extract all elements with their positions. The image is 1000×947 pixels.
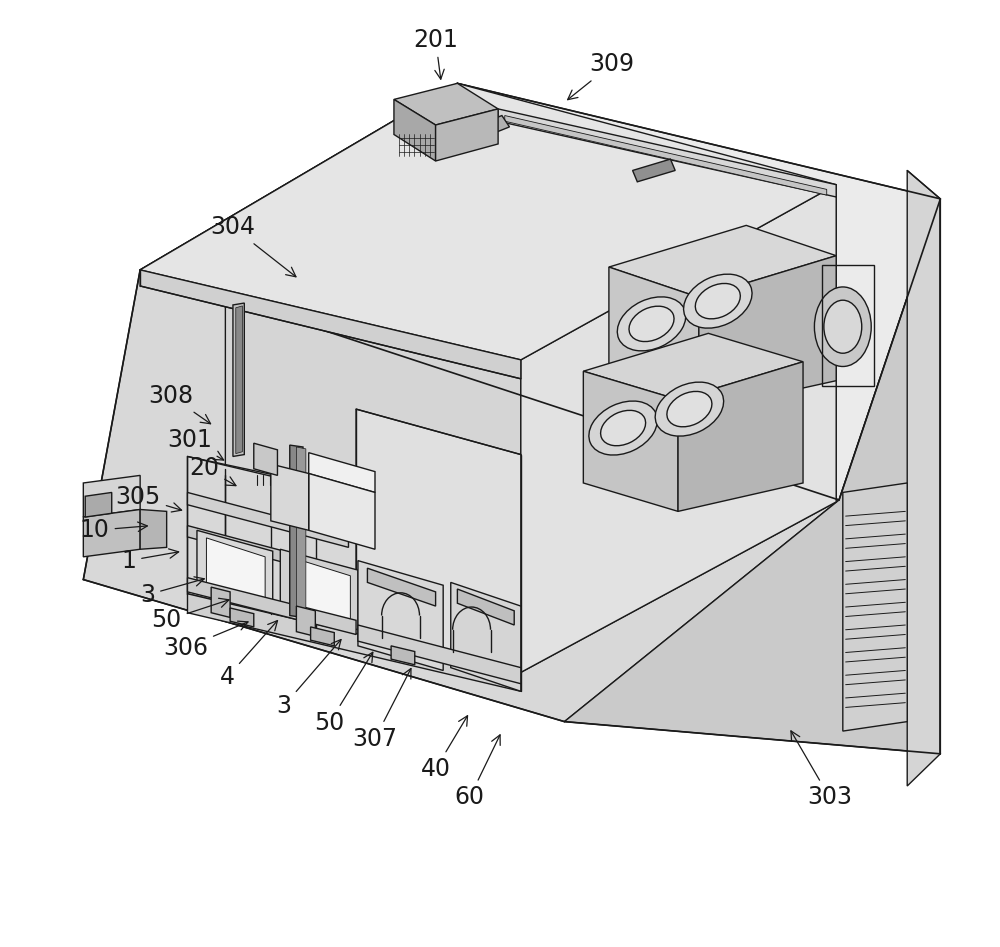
Text: 40: 40 <box>421 716 468 781</box>
Text: 306: 306 <box>163 621 248 660</box>
Polygon shape <box>311 627 334 646</box>
Text: 304: 304 <box>210 215 296 277</box>
Polygon shape <box>230 608 254 627</box>
Text: 4: 4 <box>220 620 278 689</box>
Text: 60: 60 <box>455 735 500 810</box>
Text: 1: 1 <box>121 548 179 573</box>
Polygon shape <box>498 109 836 197</box>
Polygon shape <box>521 185 836 672</box>
Polygon shape <box>678 362 803 511</box>
Text: 3: 3 <box>140 577 204 607</box>
Polygon shape <box>583 333 803 400</box>
Polygon shape <box>187 456 521 672</box>
Ellipse shape <box>617 296 686 351</box>
Polygon shape <box>254 443 277 475</box>
Polygon shape <box>187 526 348 580</box>
Text: 10: 10 <box>80 518 147 543</box>
Polygon shape <box>187 578 356 634</box>
Polygon shape <box>394 83 498 125</box>
Ellipse shape <box>629 306 674 342</box>
Polygon shape <box>211 587 230 617</box>
Polygon shape <box>583 371 678 511</box>
Polygon shape <box>206 538 265 603</box>
Polygon shape <box>521 185 836 672</box>
Polygon shape <box>564 199 940 754</box>
Polygon shape <box>233 303 244 456</box>
Polygon shape <box>83 509 140 557</box>
Polygon shape <box>358 625 521 684</box>
Polygon shape <box>290 445 303 617</box>
Polygon shape <box>225 303 521 672</box>
Polygon shape <box>83 270 839 722</box>
Text: 50: 50 <box>152 599 229 633</box>
Text: 308: 308 <box>148 384 211 423</box>
Polygon shape <box>436 109 498 161</box>
Polygon shape <box>309 474 375 549</box>
Ellipse shape <box>601 410 646 446</box>
Text: 305: 305 <box>116 485 182 512</box>
Text: 3: 3 <box>277 639 341 718</box>
Text: 303: 303 <box>791 731 852 810</box>
Ellipse shape <box>589 401 657 456</box>
Polygon shape <box>356 409 521 672</box>
Polygon shape <box>633 159 675 182</box>
Polygon shape <box>296 447 306 617</box>
Polygon shape <box>451 582 521 691</box>
Polygon shape <box>140 270 521 379</box>
Ellipse shape <box>814 287 871 366</box>
Polygon shape <box>457 589 514 625</box>
Polygon shape <box>290 557 350 622</box>
Text: 20: 20 <box>190 456 236 486</box>
Polygon shape <box>609 225 836 297</box>
Polygon shape <box>140 509 167 549</box>
Ellipse shape <box>824 300 862 353</box>
Polygon shape <box>187 492 348 547</box>
Text: 201: 201 <box>413 27 458 80</box>
Polygon shape <box>309 453 375 492</box>
Polygon shape <box>85 492 112 517</box>
Polygon shape <box>464 116 509 142</box>
Polygon shape <box>271 464 309 530</box>
Polygon shape <box>358 561 443 670</box>
Ellipse shape <box>655 382 724 437</box>
Text: 301: 301 <box>167 428 224 460</box>
Polygon shape <box>505 116 827 195</box>
Polygon shape <box>296 606 315 636</box>
Polygon shape <box>236 306 242 454</box>
Polygon shape <box>907 170 940 786</box>
Polygon shape <box>83 475 140 517</box>
Ellipse shape <box>695 283 740 319</box>
Polygon shape <box>699 256 836 411</box>
Ellipse shape <box>667 391 712 427</box>
Polygon shape <box>367 568 436 606</box>
Polygon shape <box>391 646 415 665</box>
Text: 50: 50 <box>314 652 373 735</box>
Polygon shape <box>394 99 436 161</box>
Polygon shape <box>197 530 273 611</box>
Ellipse shape <box>684 274 752 329</box>
Text: 307: 307 <box>352 669 411 751</box>
Polygon shape <box>140 83 940 500</box>
Polygon shape <box>187 594 521 691</box>
Polygon shape <box>609 267 699 411</box>
Polygon shape <box>843 483 907 731</box>
Polygon shape <box>280 549 358 630</box>
Text: 309: 309 <box>568 52 634 99</box>
Polygon shape <box>140 83 836 360</box>
